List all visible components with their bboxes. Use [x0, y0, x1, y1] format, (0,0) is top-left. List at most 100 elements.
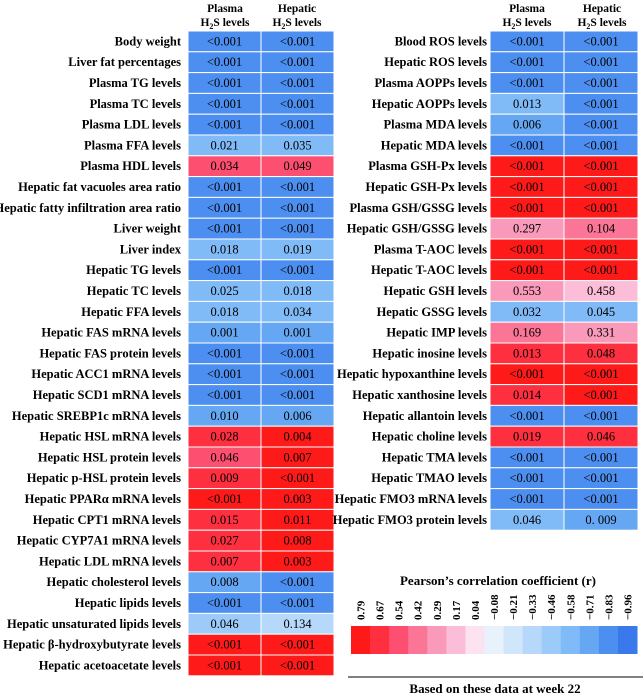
left-heatmap-cell: [260, 654, 335, 677]
left-cell-pvalue: 0.027: [210, 534, 238, 548]
left-row-label: Plasma HDL levels: [80, 159, 181, 173]
left-cell-pvalue: 0.018: [283, 284, 311, 298]
left-row-label: Hepatic SREBP1c mRNA levels: [12, 409, 181, 423]
right-cell-pvalue: <0.001: [583, 97, 618, 111]
left-row-label: Hepatic HSL mRNA levels: [40, 430, 181, 444]
legend-tick-label: 0.29: [432, 600, 444, 620]
left-col-headers: Plasma H2S levels Hepatic H2S levels: [200, 3, 322, 31]
right-cell-pvalue: 0.104: [587, 222, 616, 236]
right-row-label: Hepatic FMO3 protein levels: [333, 513, 487, 527]
left-col-header-hepatic: Hepatic: [278, 3, 316, 15]
left-row-label: Hepatic TC levels: [87, 284, 181, 298]
left-cell-pvalue: <0.001: [280, 76, 315, 90]
right-col-header-hepatic-sub: H2S levels: [577, 17, 627, 31]
left-row-label: Hepatic FAS mRNA levels: [41, 326, 181, 340]
left-row-label: Hepatic LDL mRNA levels: [39, 554, 181, 568]
right-row-label: Hepatic inosine levels: [372, 346, 487, 360]
left-col-header-plasma-sub: H2S levels: [200, 17, 250, 31]
right-cell-pvalue: 0.014: [513, 388, 542, 402]
left-cell-pvalue: <0.001: [280, 575, 315, 589]
right-cell-pvalue: <0.001: [583, 388, 618, 402]
right-cell-pvalue: 0.458: [587, 284, 615, 298]
left-cell-pvalue: 0.019: [283, 242, 311, 256]
legend-tick-label: −0.71: [584, 594, 596, 620]
footnote: Based on these data at week 22: [409, 681, 580, 696]
right-cell-pvalue: <0.001: [583, 76, 618, 90]
left-row-label: Hepatic CPT1 mRNA levels: [33, 513, 181, 527]
right-cell-pvalue: <0.001: [583, 492, 618, 506]
legend-tick-label: 0.67: [375, 600, 387, 620]
left-cell-pvalue: 0.010: [210, 409, 238, 423]
left-cell-pvalue: 0.008: [210, 575, 238, 589]
legend-swatch: [370, 626, 390, 654]
left-cell-pvalue: <0.001: [207, 638, 242, 652]
right-cell-pvalue: 0.553: [513, 284, 541, 298]
legend-tick-label: 0.17: [451, 600, 463, 620]
left-row-label: Body weight: [115, 34, 182, 48]
left-cell-pvalue: <0.001: [280, 118, 315, 132]
right-cell-pvalue: <0.001: [583, 159, 618, 173]
right-row-label: Hepatic allantoin levels: [363, 409, 487, 423]
right-cell-pvalue: <0.001: [583, 409, 618, 423]
legend-tick-label: −0.46: [546, 594, 558, 620]
left-cell-pvalue: <0.001: [280, 346, 315, 360]
left-row-label: Hepatic TG levels: [86, 263, 181, 277]
legend-tick-label: −0.83: [603, 594, 615, 620]
right-cell-pvalue: <0.001: [583, 450, 618, 464]
right-row-label: Hepatic GSH levels: [384, 284, 488, 298]
left-cell-pvalue: <0.001: [207, 118, 242, 132]
left-cell-pvalue: <0.001: [280, 638, 315, 652]
right-cell-pvalue: <0.001: [509, 55, 544, 69]
legend-swatch: [389, 626, 409, 654]
right-cell-pvalue: 0.048: [587, 346, 615, 360]
left-row-label: Hepatic HSL protein levels: [38, 450, 181, 464]
right-cell-pvalue: <0.001: [509, 76, 544, 90]
left-cell-pvalue: <0.001: [207, 76, 242, 90]
right-row-label: Hepatic GSH/GSSG levels: [347, 222, 487, 236]
right-cell-pvalue: 0.032: [513, 305, 541, 319]
right-cell-pvalue: 0.331: [587, 326, 615, 340]
legend-swatch: [427, 626, 447, 654]
left-row-label: Hepatic FFA levels: [81, 305, 181, 319]
left-row-label: Hepatic CYP7A1 mRNA levels: [17, 534, 181, 548]
left-row-label: Plasma LDL levels: [82, 118, 181, 132]
left-cell-pvalue: <0.001: [280, 180, 315, 194]
legend-swatch: [503, 626, 524, 654]
left-row-label: Plasma TG levels: [89, 76, 181, 90]
left-cell-pvalue: <0.001: [207, 97, 242, 111]
right-cell-pvalue: 0.045: [587, 305, 615, 319]
right-cell-pvalue: <0.001: [509, 159, 544, 173]
left-cell-pvalue: <0.001: [280, 222, 315, 236]
legend-tick-label: −0.08: [489, 594, 501, 620]
left-cell-pvalue: 0.134: [283, 617, 312, 631]
right-cell-pvalue: <0.001: [583, 34, 618, 48]
legend-swatch: [522, 626, 543, 654]
right-row-label: Hepatic ROS levels: [384, 55, 487, 69]
right-row-label: Hepatic GSH-Px levels: [365, 180, 487, 194]
left-cell-pvalue: <0.001: [207, 263, 242, 277]
right-heatmap-panel: Blood ROS levels <0.001 <0.001 Hepatic ROS …: [333, 30, 639, 531]
left-cell-pvalue: 0.034: [283, 305, 312, 319]
legend-tick-label: 0.04: [470, 600, 482, 620]
legend-tick-label: 0.54: [394, 600, 406, 620]
left-cell-pvalue: <0.001: [280, 367, 315, 381]
right-cell-pvalue: <0.001: [583, 367, 618, 381]
left-cell-pvalue: 0.008: [283, 534, 311, 548]
left-cell-pvalue: <0.001: [280, 263, 315, 277]
legend-tick-label: −0.33: [527, 594, 539, 620]
right-cell-pvalue: <0.001: [509, 450, 544, 464]
right-col-headers: Plasma H2S levels Hepatic H2S levels: [502, 3, 627, 31]
right-cell-pvalue: <0.001: [509, 242, 544, 256]
right-cell-pvalue: <0.001: [583, 55, 618, 69]
left-cell-pvalue: 0.046: [210, 617, 238, 631]
left-row-label: Hepatic fatty infiltration area ratio: [0, 201, 181, 215]
right-cell-pvalue: <0.001: [509, 471, 544, 485]
left-cell-pvalue: <0.001: [207, 222, 242, 236]
right-cell-pvalue: <0.001: [583, 118, 618, 132]
left-cell-pvalue: 0.025: [210, 284, 238, 298]
right-row-label: Plasma MDA levels: [384, 118, 488, 132]
left-row-label: Hepatic p-HSL protein levels: [27, 471, 181, 485]
left-row-label: Hepatic β-hydroxybutyrate levels: [3, 638, 181, 652]
right-cell-pvalue: <0.001: [583, 471, 618, 485]
legend-tick-label: 0.79: [356, 600, 368, 620]
